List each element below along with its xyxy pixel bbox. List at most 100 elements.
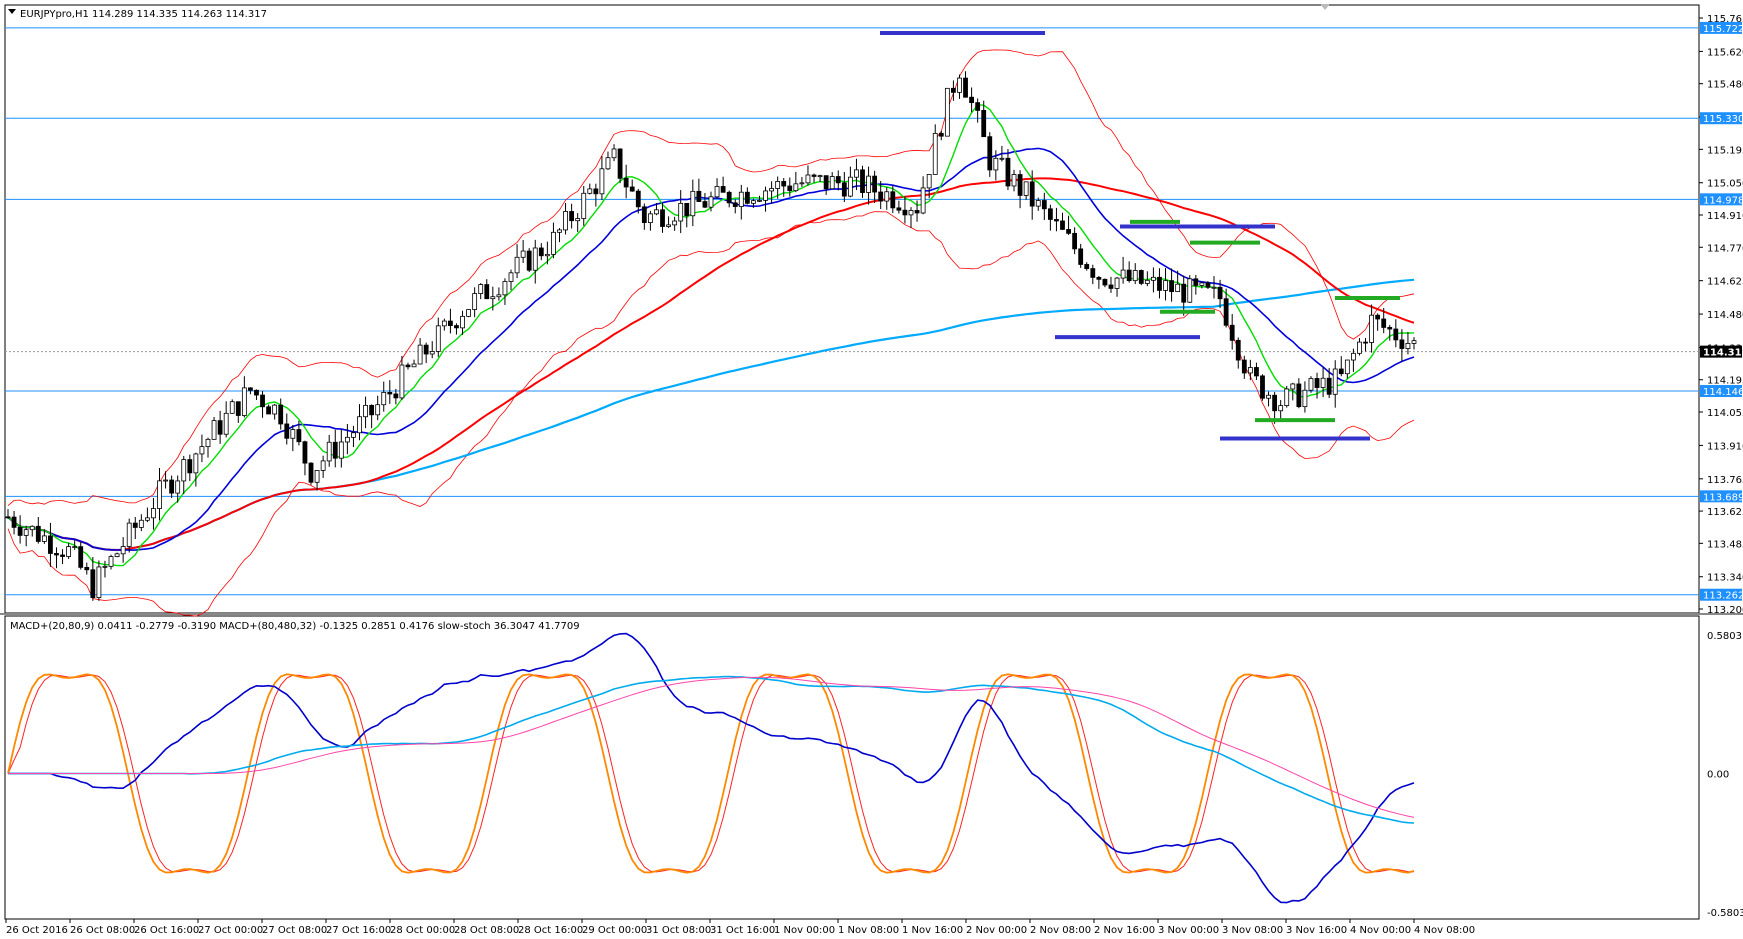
level-tag-label: 113.689 (1703, 492, 1743, 503)
x-tick-label: 3 Nov 08:00 (1222, 925, 1283, 936)
x-tick-label: 3 Nov 00:00 (1158, 925, 1219, 936)
macd-signal-line (8, 676, 1415, 818)
candle-body (1144, 279, 1150, 284)
candle-body (102, 565, 108, 568)
candle-body (460, 315, 465, 329)
y-tick-label: 115.480 (1707, 80, 1743, 91)
candle-body (1169, 280, 1174, 292)
candle-body (1278, 405, 1284, 412)
candle-body (223, 412, 229, 435)
candle-body (405, 364, 411, 368)
candle-body (1308, 378, 1314, 391)
x-tick-label: 2 Nov 00:00 (966, 925, 1027, 936)
level-tag-label: 114.978 (1703, 195, 1743, 206)
candle-body (508, 272, 514, 282)
candle-body (860, 169, 865, 193)
candle-body (241, 387, 247, 416)
candle-body (1411, 340, 1417, 344)
candle-body (775, 181, 781, 189)
upper-band-line (7, 49, 1415, 506)
level-tag-label: 114.146 (1703, 387, 1743, 398)
candle-body (211, 420, 217, 440)
candle-body (1375, 314, 1381, 320)
candle-body (1072, 232, 1078, 250)
candle-body (514, 256, 520, 274)
candle-body (1066, 229, 1071, 234)
candle-body (363, 404, 368, 418)
candle-body (884, 191, 890, 202)
x-tick-label: 26 Oct 2016 (6, 925, 68, 936)
candle-body (781, 181, 787, 187)
candle-body (1393, 328, 1399, 341)
candle-body (1332, 368, 1338, 395)
candle-body (441, 320, 447, 327)
candle-body (993, 157, 999, 171)
y-tick-label: 113.625 (1707, 507, 1743, 518)
candle-body (338, 441, 344, 459)
candle-body (963, 77, 968, 98)
candle-body (1114, 277, 1120, 289)
candle-body (969, 96, 974, 104)
candle-body (538, 247, 544, 257)
candle-body (1387, 327, 1393, 330)
candle-body (344, 436, 350, 443)
candle-body (1326, 377, 1332, 395)
candle-body (1381, 318, 1387, 328)
candle-body (938, 132, 944, 137)
candle-body (199, 446, 205, 455)
lower-band-line (7, 211, 1415, 617)
candle-body (1314, 378, 1320, 388)
candle-body (1247, 367, 1253, 374)
chart-menu-icon[interactable] (8, 9, 16, 14)
candle-body (1217, 286, 1223, 300)
y-tick-label: 114.195 (1707, 376, 1743, 387)
candle-body (490, 296, 496, 300)
ma-long-line (7, 177, 1415, 552)
candle-body (290, 429, 296, 439)
candle-body (308, 462, 314, 483)
candle-body (551, 231, 556, 255)
candle-body (666, 224, 671, 227)
x-tick-label: 27 Oct 00:00 (198, 925, 263, 936)
candle-body (902, 209, 908, 216)
candle-body (738, 191, 744, 207)
candle-body (187, 459, 193, 474)
candle-body (1320, 377, 1326, 388)
candle-body (1138, 270, 1144, 284)
candle-body (120, 546, 126, 555)
candle-body (54, 553, 59, 556)
indicator-y-tick-label: 0.00 (1707, 770, 1729, 781)
candle-body (266, 406, 271, 415)
x-tick-label: 27 Oct 16:00 (326, 925, 391, 936)
candle-body (96, 566, 102, 598)
candle-body (157, 480, 162, 509)
candle-body (605, 157, 611, 170)
candle-body (1157, 276, 1162, 291)
y-tick-label: 114.770 (1707, 243, 1743, 254)
candle-body (229, 401, 235, 414)
candle-body (375, 404, 381, 416)
candle-body (163, 479, 168, 482)
stoch-main-line (7, 673, 1415, 874)
candle-body (981, 110, 987, 138)
candle-body (387, 391, 393, 395)
x-tick-label: 28 Oct 16:00 (518, 925, 583, 936)
candle-body (726, 191, 732, 204)
candle-body (448, 320, 453, 326)
candle-body (823, 175, 829, 190)
candle-body (872, 175, 878, 193)
candle-body (484, 284, 490, 300)
candle-body (1338, 368, 1344, 375)
candle-body (151, 508, 156, 519)
candle-body (181, 459, 187, 482)
candle-body (1090, 268, 1096, 278)
candle-body (635, 190, 641, 208)
candle-body (1047, 208, 1053, 220)
x-tick-label: 29 Oct 00:00 (582, 925, 647, 936)
candle-body (1060, 220, 1065, 230)
candle-body (35, 525, 41, 542)
candle-body (575, 218, 581, 222)
candle-body (763, 190, 768, 201)
candle-body (320, 460, 326, 471)
candle-body (926, 174, 932, 189)
